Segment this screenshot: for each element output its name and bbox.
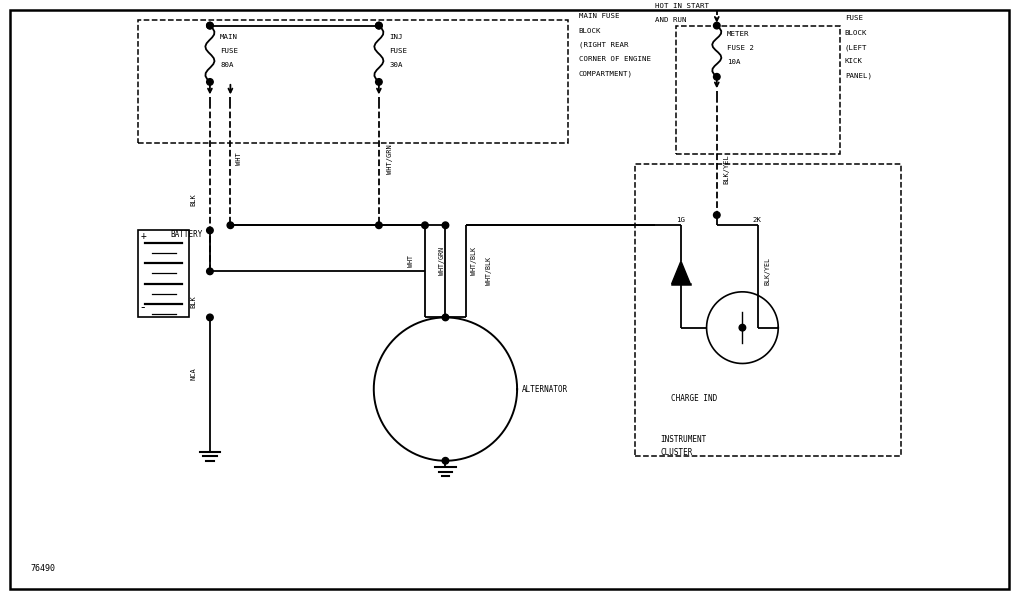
Circle shape (207, 227, 213, 234)
Text: WHT: WHT (408, 255, 414, 267)
Text: WHT/GRN: WHT/GRN (387, 144, 393, 174)
Text: BLOCK: BLOCK (579, 28, 601, 34)
Text: ALTERNATOR: ALTERNATOR (522, 385, 568, 394)
Circle shape (442, 222, 449, 229)
Circle shape (207, 78, 213, 85)
Text: HOT IN START: HOT IN START (655, 3, 710, 9)
Text: 10A: 10A (727, 59, 740, 65)
Text: +: + (140, 231, 146, 241)
Text: MAIN: MAIN (220, 34, 239, 40)
Text: BLK: BLK (190, 296, 197, 308)
Circle shape (714, 74, 720, 80)
Text: BATTERY: BATTERY (170, 231, 203, 240)
Text: FUSE 2: FUSE 2 (727, 45, 754, 51)
Circle shape (207, 22, 213, 29)
Text: (RIGHT REAR: (RIGHT REAR (579, 42, 628, 49)
FancyBboxPatch shape (138, 231, 189, 317)
Circle shape (207, 268, 213, 274)
Polygon shape (672, 261, 690, 284)
Text: COMPARTMENT): COMPARTMENT) (579, 71, 633, 77)
Circle shape (422, 222, 428, 229)
Circle shape (376, 22, 382, 29)
Text: KICK: KICK (845, 58, 863, 64)
Text: -: - (140, 301, 144, 314)
Text: PANEL): PANEL) (845, 72, 871, 79)
Circle shape (376, 222, 382, 229)
Text: 76490: 76490 (31, 564, 55, 573)
Text: CHARGE IND: CHARGE IND (671, 394, 717, 403)
Circle shape (739, 325, 745, 331)
Text: FUSE: FUSE (389, 48, 408, 54)
Text: 1G: 1G (676, 217, 685, 223)
Circle shape (714, 212, 720, 218)
Text: MAIN FUSE: MAIN FUSE (579, 13, 620, 19)
Text: 2K: 2K (753, 217, 762, 223)
Text: BLK/YEL: BLK/YEL (764, 258, 770, 285)
Text: BLOCK: BLOCK (845, 30, 867, 36)
Text: 80A: 80A (220, 62, 233, 68)
Text: 30A: 30A (389, 62, 402, 68)
Text: CLUSTER: CLUSTER (660, 449, 693, 458)
Text: INJ: INJ (389, 34, 402, 40)
Text: NCA: NCA (190, 367, 197, 380)
Circle shape (227, 222, 233, 229)
Text: AND RUN: AND RUN (655, 17, 687, 23)
Text: INSTRUMENT: INSTRUMENT (660, 435, 707, 444)
Circle shape (376, 78, 382, 85)
Text: FUSE: FUSE (845, 16, 863, 22)
Text: (LEFT: (LEFT (845, 44, 867, 50)
Text: CORNER OF ENGINE: CORNER OF ENGINE (579, 56, 650, 62)
Circle shape (442, 314, 449, 320)
Text: WHT/BLK: WHT/BLK (471, 247, 477, 275)
Circle shape (376, 22, 382, 29)
Circle shape (714, 22, 720, 29)
Text: WHT/GRN: WHT/GRN (439, 247, 445, 275)
Text: BLK/YEL: BLK/YEL (723, 154, 729, 184)
Text: BLK: BLK (190, 193, 197, 206)
Circle shape (207, 22, 213, 29)
Text: WHT: WHT (236, 152, 242, 165)
Text: METER: METER (727, 31, 750, 37)
Text: WHT/BLK: WHT/BLK (485, 258, 492, 285)
Text: FUSE: FUSE (220, 48, 239, 54)
Circle shape (442, 458, 449, 464)
Circle shape (207, 314, 213, 320)
